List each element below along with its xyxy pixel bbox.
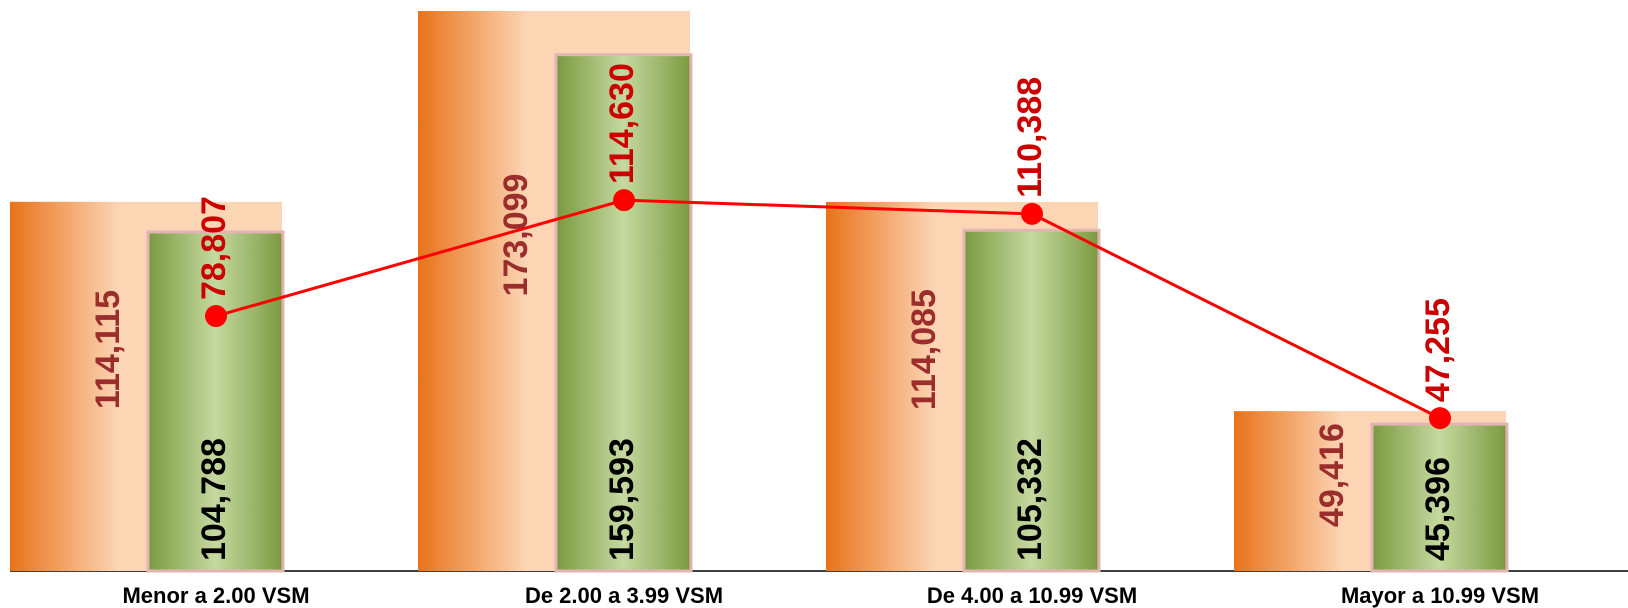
line-marker [1021,202,1043,225]
x-tick-label: De 2.00 a 3.99 VSM [525,583,723,608]
data-label: 49,416 [1313,423,1351,527]
bar [554,53,693,573]
data-label: 45,396 [1419,457,1457,561]
x-tick-label: Mayor a 10.99 VSM [1341,583,1539,608]
x-tick-label: De 4.00 a 10.99 VSM [927,583,1137,608]
bar [962,228,1101,573]
data-label: 114,115 [89,290,127,409]
data-label: 173,099 [497,174,535,297]
line-marker [205,305,227,328]
x-tick-label: Menor a 2.00 VSM [122,583,309,608]
data-label: 47,255 [1419,298,1457,402]
data-label: 104,788 [195,438,233,561]
data-label: 159,593 [603,438,641,561]
line-marker [613,189,635,212]
line [215,198,1441,420]
line-marker [1429,407,1451,430]
data-label: 114,085 [905,289,943,410]
data-label: 110,388 [1011,77,1049,198]
data-label: 105,332 [1011,438,1049,561]
bar [1370,422,1509,573]
data-label: 114,630 [603,63,641,184]
bar [146,230,285,573]
data-label: 78,807 [195,196,233,300]
